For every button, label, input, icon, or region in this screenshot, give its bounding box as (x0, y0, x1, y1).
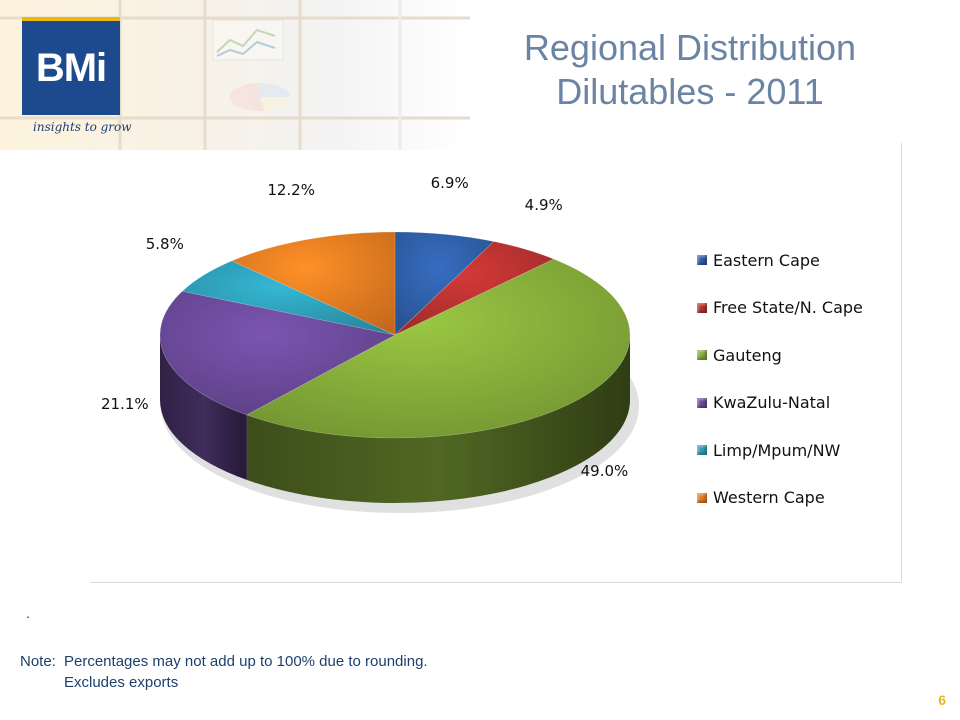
note-label: Note: (20, 653, 56, 670)
title-line-2: Dilutables - 2011 (556, 71, 824, 112)
data-label-gauteng: 49.0% (580, 462, 629, 481)
legend-label: Limp/Mpum/NW (713, 440, 841, 460)
bmi-logo: BMi (22, 17, 120, 115)
chart-frame (90, 143, 902, 583)
pie-slice-western-cape (231, 231, 396, 336)
pie-slice-free-state-n-cape (394, 241, 555, 336)
title-line-1: Regional Distribution (523, 27, 857, 68)
legend-swatch (697, 350, 707, 360)
pie-side-kwazulu-natal (160, 335, 247, 480)
footnote: Note: Percentages may not add up to 100%… (20, 651, 428, 693)
legend-label: Gauteng (713, 345, 782, 365)
legend-item: Gauteng (697, 343, 863, 367)
legend-swatch (697, 492, 707, 503)
data-label-free-state-n-cape: 4.9% (524, 196, 563, 215)
legend-item: KwaZulu-Natal (697, 391, 863, 415)
decorative-chart-icon (212, 19, 291, 111)
legend-item: Free State/N. Cape (697, 296, 863, 320)
chart-legend: Eastern Cape Free State/N. Cape Gauteng Kwa… (697, 248, 863, 533)
legend-label: KwaZulu-Natal (713, 393, 831, 412)
legend-swatch (697, 255, 707, 265)
logo-text: BMi (35, 45, 107, 90)
note-line-1: Percentages may not add up to 100% due t… (64, 653, 428, 670)
page-number: 6 (938, 692, 946, 708)
legend-label: Western Cape (713, 488, 825, 507)
pie-side-gauteng (246, 335, 630, 503)
legend-item: Eastern Cape (697, 248, 863, 272)
legend-swatch (697, 445, 707, 455)
pie-slice-limp-mpum-nw (181, 260, 396, 336)
legend-swatch (697, 397, 707, 408)
legend-item: Western Cape (697, 486, 863, 510)
data-label-eastern-cape: 6.9% (430, 173, 469, 192)
note-line-2: Excludes exports (64, 674, 179, 691)
page-title: Regional Distribution Dilutables - 2011 (480, 26, 900, 114)
data-label-limp-mpum-nw: 5.8% (145, 234, 184, 253)
logo-tagline: insights to grow (33, 120, 132, 134)
pie-slice-kwazulu-natal (159, 290, 396, 416)
legend-item: Limp/Mpum/NW (697, 438, 863, 462)
stray-dot: . (26, 605, 30, 621)
legend-label: Eastern Cape (713, 250, 820, 270)
pie-slice-gauteng (246, 258, 631, 439)
data-label-kwazulu-natal: 21.1% (100, 395, 149, 414)
pie-slice-eastern-cape (394, 231, 495, 336)
pie-chart (159, 231, 639, 513)
data-label-western-cape: 12.2% (267, 181, 315, 200)
legend-label: Free State/N. Cape (713, 298, 863, 317)
legend-swatch (697, 302, 707, 313)
